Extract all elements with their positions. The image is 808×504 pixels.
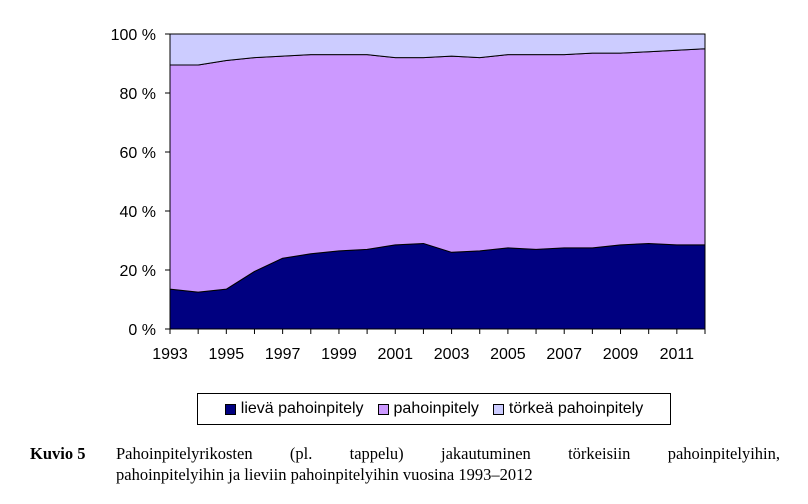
legend: lievä pahoinpitely pahoinpitely törkeä p… <box>197 393 671 425</box>
plot-frame <box>169 33 706 330</box>
x-axis: 1993 1995 1997 1999 2001 2003 2005 2007 2009 2011 <box>152 329 706 363</box>
x-tick-label: 1993 <box>152 346 188 363</box>
caption-text: Pahoinpitelyrikosten (pl. tappelu) jakau… <box>116 443 780 485</box>
caption-line-1: Pahoinpitelyrikosten (pl. tappelu) jakau… <box>116 444 780 463</box>
x-tick-label: 2009 <box>603 346 639 363</box>
y-tick-label: 100 % <box>111 27 156 44</box>
x-tick-label: 1999 <box>321 346 357 363</box>
legend-label-torkea: törkeä pahoinpitely <box>508 400 644 417</box>
legend-label-lieva: lievä pahoinpitely <box>240 400 364 417</box>
legend-swatch-torkea <box>492 403 504 415</box>
caption-line-2: pahoinpitelyihin ja lieviin pahoinpitely… <box>116 465 533 484</box>
x-tick-label: 2007 <box>546 346 582 363</box>
legend-item-lieva: lievä pahoinpitely <box>224 400 364 418</box>
legend-swatch-pahoinpitely <box>377 403 389 415</box>
legend-item-torkea: törkeä pahoinpitely <box>492 400 644 418</box>
x-tick-label: 1995 <box>209 346 245 363</box>
y-tick-label: 40 % <box>120 204 156 221</box>
y-tick-label: 80 % <box>120 86 156 103</box>
x-tick-label: 1997 <box>265 346 301 363</box>
stacked-area-chart: 0 %20 %40 %60 %80 %100 % 1993 1995 1997 199… <box>111 27 706 363</box>
y-axis: 0 % 20 % 40 % 60 % 80 % 100 % <box>111 27 170 339</box>
area-layers <box>169 33 706 330</box>
legend-item-pahoinpitely: pahoinpitely <box>377 400 479 418</box>
legend-label-pahoinpitely: pahoinpitely <box>393 400 479 417</box>
caption-label: Kuvio 5 <box>30 444 86 463</box>
x-tick-label: 2001 <box>377 346 413 363</box>
y-tick-label: 20 % <box>120 263 156 280</box>
y-tick-label: 60 % <box>120 145 156 162</box>
y-tick-label: 0 % <box>128 322 156 339</box>
x-tick-label: 2003 <box>434 346 470 363</box>
x-tick-label: 2005 <box>490 346 526 363</box>
legend-swatch-lieva <box>224 403 236 415</box>
x-tick-label: 2011 <box>660 346 695 363</box>
